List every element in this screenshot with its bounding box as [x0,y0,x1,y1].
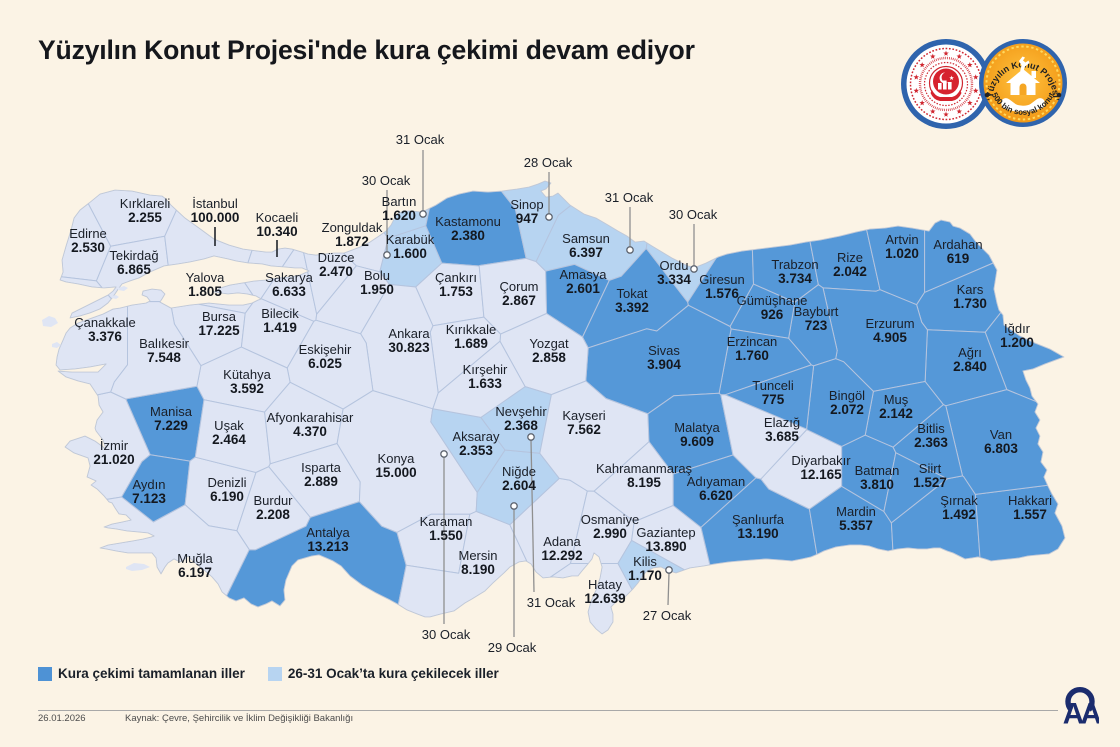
svg-text:AA: AA [1063,698,1099,727]
